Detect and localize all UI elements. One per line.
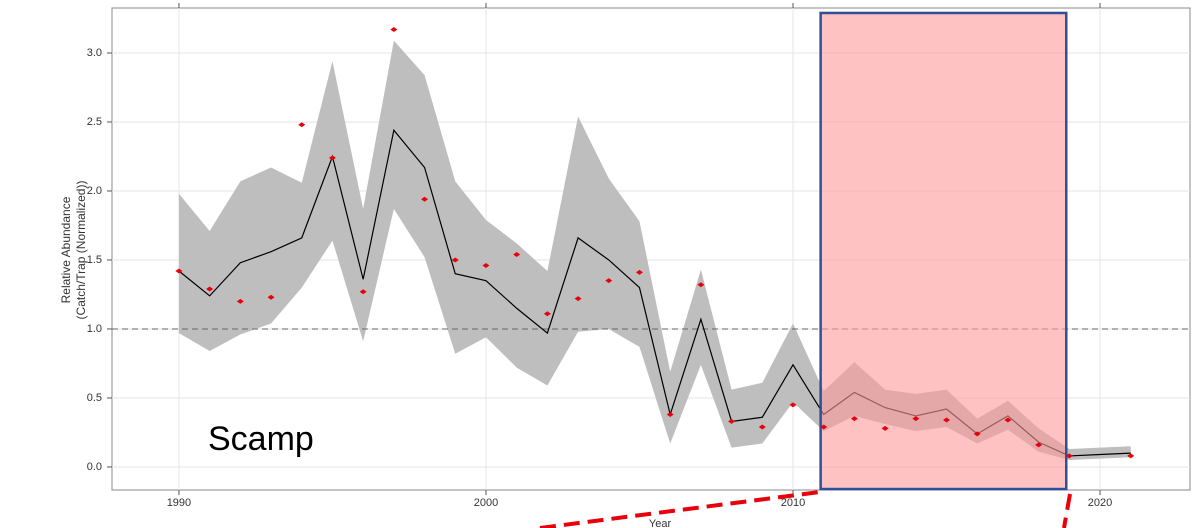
annotation: Scamp xyxy=(208,420,314,458)
observed-point xyxy=(328,155,336,161)
x-tick-label: 2000 xyxy=(474,497,498,509)
observed-point xyxy=(789,402,797,408)
observed-point xyxy=(666,412,674,418)
observed-point xyxy=(881,425,889,431)
observed-point xyxy=(359,289,367,295)
x-axis-label: Year xyxy=(649,518,672,528)
observed-point xyxy=(912,416,920,422)
observed-point xyxy=(451,257,459,263)
observed-point xyxy=(574,296,582,302)
observed-point xyxy=(267,294,275,300)
y-tick-label: 2.0 xyxy=(87,185,102,197)
observed-point xyxy=(728,418,736,424)
y-tick-label: 1.5 xyxy=(87,254,102,266)
observed-point xyxy=(175,268,183,274)
observed-point xyxy=(758,424,766,430)
observed-point xyxy=(543,311,551,317)
y-tick-label: 0.5 xyxy=(87,392,102,404)
y-tick-label: 3.0 xyxy=(87,47,102,59)
observed-point xyxy=(1004,417,1012,423)
y-axis-label: (Catch/Trap (Normalized)) xyxy=(74,181,88,320)
connector xyxy=(539,490,821,528)
observed-point xyxy=(820,424,828,430)
x-tick-label: 1990 xyxy=(167,497,191,509)
plot-layer: 0.0 0.5 1.0 1.5 2.0 2.5 3.0 1990 2000 2010 2020 Sca… xyxy=(87,3,1190,509)
observed-point xyxy=(973,431,981,437)
observed-point xyxy=(697,282,705,288)
observed-point xyxy=(605,278,613,284)
observed-point xyxy=(236,298,244,304)
highlight-box xyxy=(819,11,1068,491)
observed-point xyxy=(421,196,429,202)
observed-point xyxy=(206,286,214,292)
observed-point xyxy=(390,27,398,33)
observed-point xyxy=(482,262,490,268)
x-tick-label: 2020 xyxy=(1088,497,1112,509)
observed-point xyxy=(1127,453,1135,459)
observed-point xyxy=(1065,453,1073,459)
observed-point xyxy=(1035,442,1043,448)
observed-point xyxy=(943,417,951,423)
observed-point xyxy=(298,122,306,128)
connector xyxy=(1062,493,1072,528)
observed-point xyxy=(635,269,643,275)
y-tick-label: 2.5 xyxy=(87,116,102,128)
observed-point xyxy=(850,416,858,422)
x-tick-label: 2010 xyxy=(781,497,805,509)
confidence-band xyxy=(178,40,1131,461)
y-axis-label: Relative Abundance xyxy=(59,196,73,303)
observed-point xyxy=(513,251,521,257)
y-tick-label: 0.0 xyxy=(87,461,102,473)
y-tick-label: 1.0 xyxy=(87,323,102,335)
